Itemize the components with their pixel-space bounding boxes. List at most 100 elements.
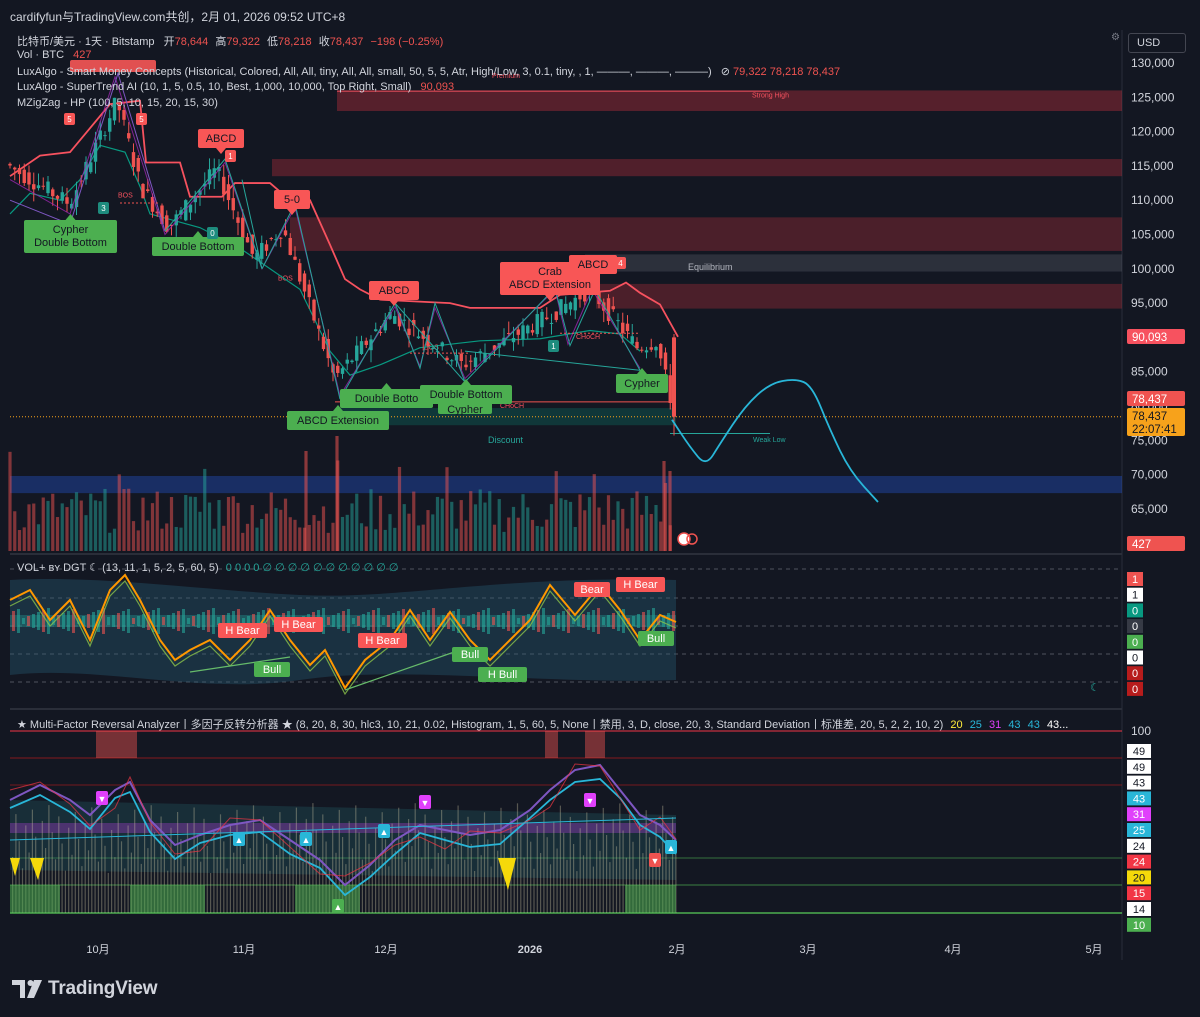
vol-right-value: 0 (1132, 653, 1138, 665)
candle-body (407, 328, 411, 336)
label-double-bottom-3-box (420, 385, 512, 404)
currency-button[interactable]: USD (1128, 33, 1186, 53)
volume-bar (469, 491, 473, 551)
mfra-histo (493, 823, 495, 913)
candle-body (65, 197, 69, 204)
candle-body (635, 341, 639, 349)
candle-body (41, 185, 45, 187)
candle-body (393, 316, 397, 324)
mfra-histo (292, 850, 294, 913)
candle-body (283, 230, 288, 236)
zone-equilibrium (585, 254, 1122, 272)
price-tick-label: 70,000 (1131, 468, 1168, 482)
mfra-histo (599, 850, 601, 913)
candle-body (578, 290, 582, 300)
page-title: cardifyfun与TradingView.com共创，2月 01, 2026… (10, 10, 346, 24)
chart-area[interactable]: Equilibrium Discount Strong High Weak Low Pr… (0, 30, 1200, 960)
mfra-up-marker-icon: ▲ (334, 902, 343, 912)
harmonic-abcd-2 (339, 301, 466, 400)
legend-change: −198 (−0.25%) (370, 36, 444, 48)
mfra-histo (210, 873, 212, 913)
zone-supply-95k (596, 283, 1122, 309)
vol-histo (652, 608, 655, 634)
chart-svg[interactable]: Equilibrium Discount Strong High Weak Low Pr… (0, 30, 1200, 960)
mfra-up-marker (233, 832, 245, 846)
vol-histo (452, 611, 455, 631)
vol-histo (157, 608, 160, 634)
marker-text-3: 4 (618, 259, 623, 268)
mfra-histo (87, 850, 90, 913)
candle-body (146, 189, 150, 191)
label-double-bottom-1: Double Bottom (152, 231, 244, 256)
volume-bar (635, 491, 639, 551)
mfra-up-marker-icon: ▲ (380, 827, 389, 837)
legend-mfra-panel: ★ Multi-Factor Reversal Analyzer丨多因子反转分析… (17, 716, 1122, 732)
vol-histo (92, 612, 95, 630)
volume-spike (662, 461, 666, 551)
mfra-histo (447, 864, 449, 913)
marker-box-0 (64, 113, 75, 125)
volume-bar (89, 493, 93, 551)
candle-body (668, 375, 672, 403)
mfra-histo (378, 855, 380, 913)
mfra-overbought-zone (585, 731, 605, 758)
candle-body (564, 303, 568, 313)
volume-bar (473, 504, 478, 551)
volume-bar (545, 519, 549, 551)
mfra-val-0: 20 (950, 719, 963, 731)
vol-histo (597, 608, 600, 634)
mfra-down-marker-icon: ▼ (421, 798, 430, 808)
vol-histo (487, 608, 490, 634)
mfra-up-marker-icon: ▲ (235, 835, 244, 845)
vol-histo (12, 611, 15, 631)
vol-histo (637, 614, 640, 628)
vol-label-text: H Bear (365, 635, 400, 647)
label-abcd-2-pointer (389, 300, 399, 306)
legend-zz-label: MZigZag - HP (100, 5, 10, 15, 20, 15, 30… (17, 97, 218, 109)
vol-histo (642, 612, 645, 630)
mfra-histo (81, 866, 83, 913)
vol-histo (322, 608, 325, 634)
candle-body (203, 183, 207, 187)
badge-close-countdown-text: 78,437 (1132, 411, 1167, 423)
mfra-histo (219, 814, 222, 913)
label-discount: Discount (488, 435, 524, 445)
mfra-histo (520, 830, 522, 913)
label-cypher-2-text: Cypher (447, 404, 483, 416)
tradingview-logo[interactable]: TradingView (12, 978, 158, 1000)
time-tick-label: 5月 (1085, 944, 1102, 956)
harmonic-abcd-1 (164, 158, 263, 269)
mfra-histo (602, 807, 604, 913)
candle-body (241, 217, 245, 238)
mfra-histo (332, 825, 334, 913)
volume-bar (184, 494, 188, 551)
legend-vol-value: 427 (73, 49, 92, 61)
time-tick-label: 2026 (518, 944, 542, 956)
label-cypher-double-bottom-box (24, 220, 117, 253)
mfra-histo (262, 816, 264, 913)
vol-histo (607, 615, 610, 627)
volume-bar (321, 506, 326, 551)
volume-bar (526, 507, 530, 551)
mfra-right-badge (1127, 775, 1151, 790)
mfra-histo (312, 803, 314, 913)
mfra-val-2: 31 (989, 719, 1002, 731)
volume-bar (13, 511, 17, 551)
volume-bar (165, 523, 169, 551)
volume-bar (421, 524, 425, 551)
label-abcd-2-text: ABCD (379, 285, 410, 297)
volume-bar (188, 496, 193, 551)
mfra-val-4: 43 (1027, 719, 1040, 731)
label-cypher-3-pointer (637, 368, 647, 374)
label-double-bottom-1-pointer (193, 231, 203, 237)
label-5-0-pointer (287, 209, 297, 215)
vol-histo (612, 613, 615, 629)
label-cypher-3-text: Cypher (624, 378, 660, 390)
candle-body (98, 130, 102, 140)
mfra-histo (45, 848, 47, 913)
vol-histo (567, 609, 570, 633)
tradingview-logo-text: TradingView (48, 978, 158, 999)
vol-histo (352, 618, 355, 624)
volume-bar (478, 489, 482, 551)
mfra-histo (216, 857, 218, 913)
